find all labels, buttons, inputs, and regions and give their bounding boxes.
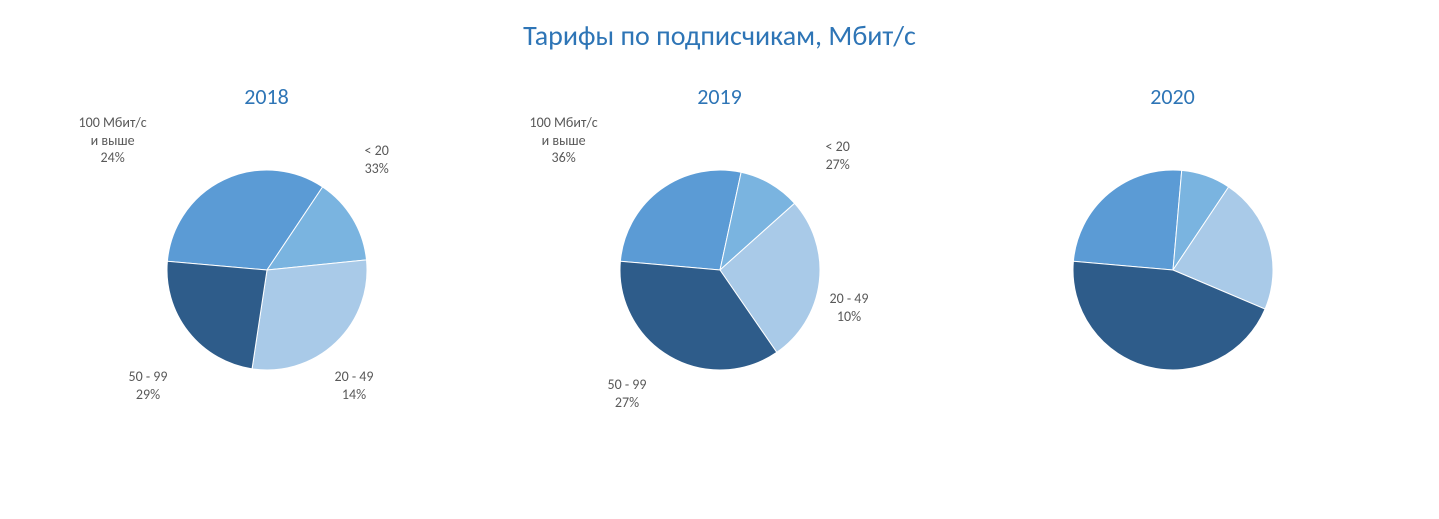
slice-label-100plus: 100 Мбит/си выше24%	[79, 114, 147, 167]
year-label-2018: 2018	[40, 83, 493, 110]
year-label-2019: 2019	[493, 83, 946, 110]
slice-50_99	[252, 260, 367, 370]
page-title: Тарифы по подписчикам, Мбит/с	[0, 18, 1439, 53]
pie-2018: < 2033%20 - 4914%50 - 9929%100 Мбит/си в…	[147, 150, 387, 390]
pie-2020	[1053, 150, 1293, 390]
chart-col-2018: 2018 < 2033%20 - 4914%50 - 9929%100 Мбит/…	[40, 83, 493, 395]
slice-100plus	[166, 261, 266, 369]
pie-2019: < 2027%20 - 4910%50 - 9927%100 Мбит/си в…	[600, 150, 840, 390]
chart-col-2019: 2019 < 2027%20 - 4910%50 - 9927%100 Мбит/…	[493, 83, 946, 395]
year-label-2020: 2020	[946, 83, 1399, 110]
slice-lt20	[1073, 170, 1181, 270]
slice-label-100plus: 100 Мбит/си выше36%	[530, 114, 598, 167]
chart-col-2020: 2020	[946, 83, 1399, 395]
charts-row: 2018 < 2033%20 - 4914%50 - 9929%100 Мбит/…	[0, 83, 1439, 395]
